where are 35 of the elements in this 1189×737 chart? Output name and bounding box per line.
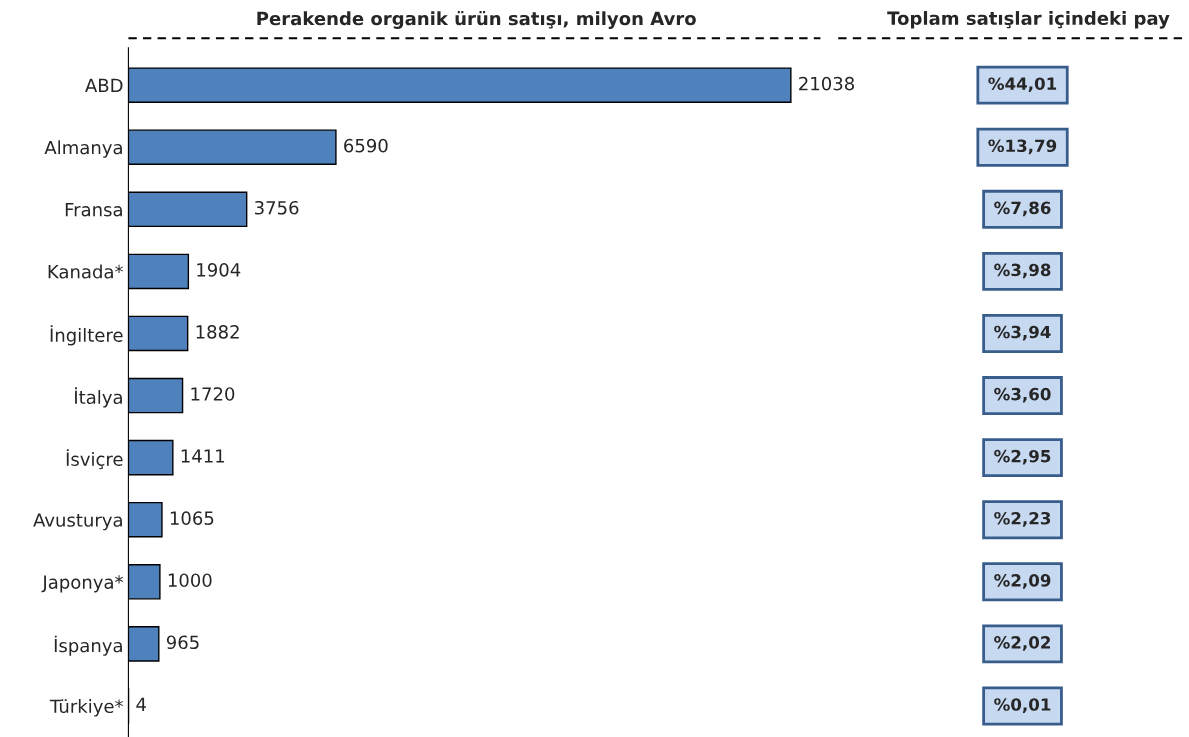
y-tick-label: Japonya*: [41, 575, 124, 593]
data-label: 6590: [344, 138, 388, 153]
text: %2,23: [994, 511, 1051, 527]
data-label: 1720: [191, 387, 235, 401]
data-label: 1411: [181, 449, 225, 463]
y-tick-label: İngiltere: [50, 325, 123, 346]
y-tick-label: İtalya: [75, 387, 122, 408]
data-label: 1065: [170, 511, 214, 525]
text: %3,60: [994, 387, 1051, 403]
text: %13,79: [988, 139, 1057, 155]
text: %2,95: [994, 449, 1051, 465]
text: %7,86: [994, 201, 1051, 217]
text: %2,02: [994, 636, 1050, 651]
data-label: 21038: [799, 76, 854, 91]
data-label: 965: [166, 635, 199, 650]
text: Toplam satışlar içindeki pay: [887, 11, 1170, 29]
text: %3,98: [994, 263, 1051, 279]
y-tick-label: Türkiye*: [49, 699, 124, 717]
text: %2,09: [994, 574, 1051, 589]
text: %0,01: [994, 698, 1051, 713]
y-tick-label: İspanya: [54, 635, 122, 656]
y-tick-label: Kanada*: [48, 264, 124, 279]
data-label: 4: [136, 697, 146, 711]
y-tick-label: Avusturya: [33, 513, 122, 531]
text: %44,01: [988, 77, 1057, 93]
y-tick-label: İsviçre: [66, 449, 123, 470]
data-label: 1904: [197, 262, 241, 277]
data-label: 1882: [196, 325, 239, 339]
data-label: 3756: [255, 200, 299, 215]
y-tick-label: Almanya: [44, 140, 122, 158]
y-tick-label: Fransa: [65, 203, 122, 217]
data-label: 1000: [168, 573, 212, 588]
y-tick-label: ABD: [85, 78, 123, 93]
chart-title: Perakende organik ürün satışı, milyon Avro: [257, 11, 696, 29]
text: %3,94: [994, 325, 1051, 341]
